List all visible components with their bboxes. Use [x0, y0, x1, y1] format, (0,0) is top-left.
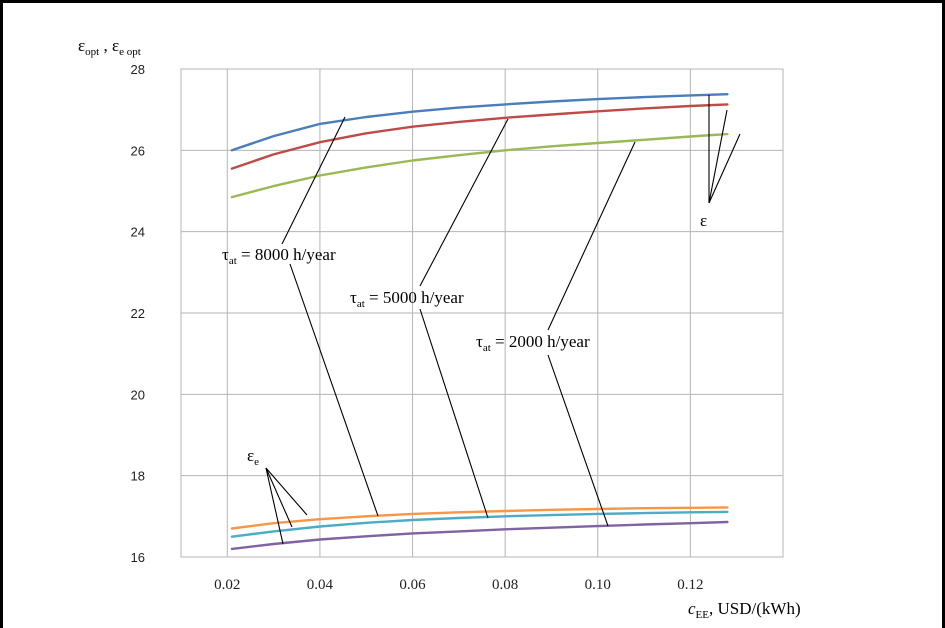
- annotation-tau-8000: τat = 8000 h/year: [222, 245, 336, 267]
- x-tick-label: 0.06: [399, 577, 426, 593]
- x-tick-label: 0.02: [214, 577, 240, 593]
- x-tick-label: 0.04: [307, 577, 334, 593]
- leader-tau8000-lower: [289, 263, 379, 517]
- leader-tau5000-lower: [419, 308, 489, 519]
- x-tick-label: 0.12: [677, 577, 703, 593]
- y-tick-label: 22: [131, 306, 145, 321]
- annotation-epsilon: ε: [700, 211, 707, 230]
- y-tick-labels: 16 18 20 22 24 26 28: [131, 62, 145, 565]
- annotation-tau-5000: τat = 5000 h/year: [350, 288, 464, 310]
- y-tick-label: 18: [131, 469, 145, 484]
- series-line-eps-8000: [230, 92, 729, 152]
- x-tick-label: 0.08: [492, 577, 518, 593]
- annotation-tau-2000: τat = 2000 h/year: [476, 332, 590, 354]
- y-tick-label: 28: [131, 62, 145, 77]
- leader-epse-1: [265, 467, 308, 516]
- series-line-epse-8000: [230, 506, 729, 530]
- leader-epse-3: [265, 467, 284, 545]
- leader-eps-2: [708, 109, 728, 204]
- leader-tau8000-upper: [281, 116, 346, 245]
- grid: [181, 68, 783, 558]
- y-axis-title: εopt , εe opt: [78, 36, 141, 58]
- series-lines: [230, 92, 729, 551]
- y-tick-label: 20: [131, 387, 145, 402]
- annotation-epsilon-e: εe: [247, 446, 259, 468]
- x-tick-label: 0.10: [585, 577, 611, 593]
- leader-epse-2: [265, 467, 293, 528]
- series-line-epse-5000: [230, 510, 729, 538]
- series-line-eps-5000: [230, 103, 729, 170]
- y-tick-label: 16: [131, 550, 145, 565]
- series-line-epse-2000: [230, 520, 729, 551]
- leader-tau5000-upper: [419, 118, 509, 287]
- leader-tau2000-lower: [547, 354, 609, 527]
- leader-eps-3: [708, 133, 741, 204]
- leader-tau2000-upper: [547, 141, 636, 331]
- y-tick-label: 24: [131, 225, 145, 240]
- y-tick-label: 26: [131, 143, 145, 158]
- x-axis-title: cEE, USD/(kWh): [688, 599, 801, 621]
- series-line-eps-2000: [230, 132, 729, 199]
- x-tick-labels: 0.02 0.04 0.06 0.08 0.10 0.12: [214, 577, 703, 593]
